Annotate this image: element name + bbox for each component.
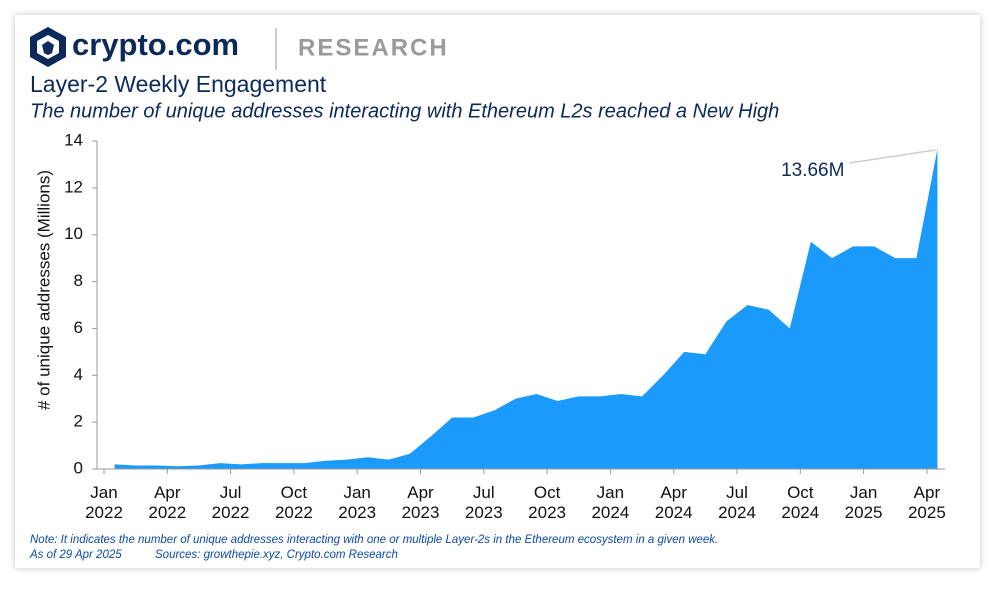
- y-axis-label: # of unique addresses (Millions): [34, 170, 53, 410]
- annotation-leader: [849, 149, 936, 164]
- sources: Sources: growthepie.xyz, Crypto.com Rese…: [155, 549, 398, 561]
- y-tick-label: 2: [74, 412, 83, 431]
- brand: crypto.com: [72, 27, 239, 62]
- chart-subtitle: The number of unique addresses interacti…: [30, 100, 779, 122]
- y-tick-label: 10: [64, 224, 83, 243]
- y-tick-label: 8: [74, 271, 83, 290]
- x-tick-label: Oct 2024: [781, 483, 820, 522]
- x-tick-label: Jul 2022: [211, 483, 250, 522]
- x-tick-label: Jan 2023: [338, 483, 377, 522]
- y-tick-label: 14: [64, 130, 83, 149]
- x-tick-label: Jul 2024: [718, 483, 756, 522]
- brand-section: RESEARCH: [298, 34, 449, 61]
- x-tick-label: Apr 2025: [907, 483, 946, 522]
- y-tick-label: 12: [64, 177, 83, 196]
- x-tick-label: Jul 2023: [464, 483, 503, 522]
- x-tick-label: Jan 2025: [844, 483, 883, 522]
- logo-icon: [30, 27, 66, 67]
- x-tick-label: Oct 2022: [274, 483, 313, 522]
- x-tick-label: Apr 2023: [401, 483, 440, 522]
- y-tick-label: 6: [74, 318, 83, 337]
- note: Note: It indicates the number of unique …: [30, 534, 718, 546]
- as-of: As of 29 Apr 2025: [29, 549, 122, 561]
- x-tick-label: Apr 2024: [654, 483, 693, 522]
- y-tick-label: 0: [74, 458, 83, 477]
- x-tick-label: Oct 2023: [528, 483, 566, 522]
- x-tick-label: Apr 2022: [148, 483, 187, 522]
- area: [114, 148, 938, 470]
- y-tick-label: 4: [74, 365, 83, 384]
- x-tick-label: Jan 2022: [85, 483, 123, 522]
- x-tick-label: Jan 2024: [591, 483, 630, 522]
- value-label: 13.66M: [781, 160, 844, 181]
- chart-title: Layer-2 Weekly Engagement: [30, 71, 327, 97]
